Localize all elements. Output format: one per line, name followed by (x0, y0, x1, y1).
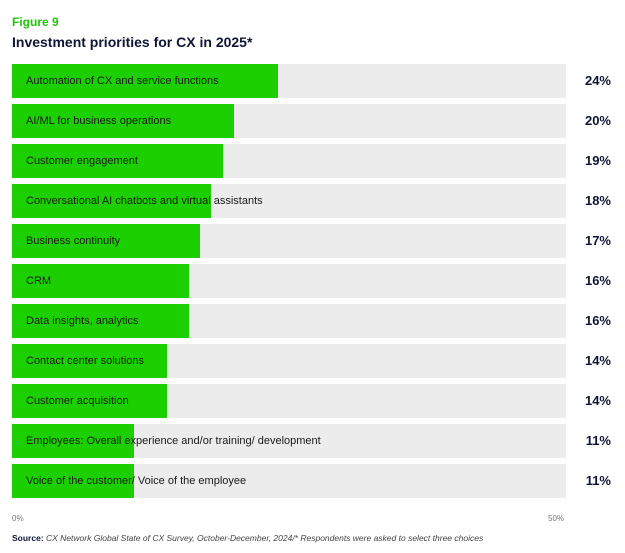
category-label: Contact center solutions (26, 355, 145, 367)
bar-row: Conversational AI chatbots and virtual a… (12, 184, 625, 218)
bar-row: Contact center solutions 14% (12, 344, 625, 378)
value-label: 11% (585, 473, 611, 488)
bar-row: Voice of the customer/ Voice of the empl… (12, 464, 625, 498)
bar-row: Automation of CX and service functions 24… (12, 64, 625, 98)
bar (12, 304, 190, 338)
chart-title: Investment priorities for CX in 2025* (12, 34, 253, 50)
bar-track (12, 144, 566, 178)
value-label: 16% (584, 273, 611, 288)
value-label: 18% (584, 193, 611, 208)
bar-row: AI/ML for business operations 20% (12, 104, 625, 138)
bar (12, 424, 134, 458)
bar (12, 224, 201, 258)
bar (12, 344, 168, 378)
source-label: Source: (12, 533, 44, 543)
category-label: CRM (26, 275, 52, 287)
bar-track (12, 264, 566, 298)
bar-track (12, 424, 566, 458)
category-label: Employees: Overall experience and/or tra… (26, 435, 321, 447)
bar-row: CRM 16% (12, 264, 625, 298)
bar-track (12, 224, 566, 258)
bar (12, 104, 234, 138)
x-tick-label: 0% (12, 514, 24, 523)
bar-track (12, 64, 566, 98)
bar (12, 184, 212, 218)
bar-track (12, 184, 566, 218)
bar-track (12, 384, 566, 418)
bar-row: Customer engagement 19% (12, 144, 625, 178)
bar-track (12, 464, 566, 498)
source-note: Source: CX Network Global State of CX Su… (12, 533, 483, 543)
figure-label: Figure 9 (12, 15, 59, 29)
bar (12, 144, 223, 178)
value-label: 14% (584, 353, 611, 368)
category-label: Automation of CX and service functions (26, 75, 219, 87)
bar (12, 384, 168, 418)
x-tick-label: 50% (548, 514, 565, 523)
value-label: 17% (584, 233, 611, 248)
bar (12, 464, 134, 498)
bar-row: Data insights, analytics 16% (12, 304, 625, 338)
category-label: Business continuity (26, 235, 121, 247)
category-label: Customer acquisition (26, 395, 129, 407)
category-label: Data insights, analytics (26, 315, 139, 327)
source-text: CX Network Global State of CX Survey, Oc… (43, 533, 484, 543)
bar-row: Employees: Overall experience and/or tra… (12, 424, 625, 458)
category-label: Conversational AI chatbots and virtual a… (26, 195, 263, 207)
bar-track (12, 304, 566, 338)
bar (12, 264, 190, 298)
bar-row: Customer acquisition 14% (12, 384, 625, 418)
bar-row: Business continuity 17% (12, 224, 625, 258)
bar-chart: Automation of CX and service functions 24… (12, 64, 625, 524)
value-label: 20% (584, 113, 611, 128)
value-label: 14% (584, 393, 611, 408)
value-label: 16% (584, 313, 611, 328)
category-label: AI/ML for business operations (26, 115, 172, 127)
bar-track (12, 344, 566, 378)
bar-track (12, 104, 566, 138)
category-label: Voice of the customer/ Voice of the empl… (26, 475, 247, 487)
value-label: 11% (585, 433, 611, 448)
bar (12, 64, 278, 98)
value-label: 19% (584, 153, 611, 168)
category-label: Customer engagement (26, 155, 138, 167)
value-label: 24% (584, 73, 611, 88)
